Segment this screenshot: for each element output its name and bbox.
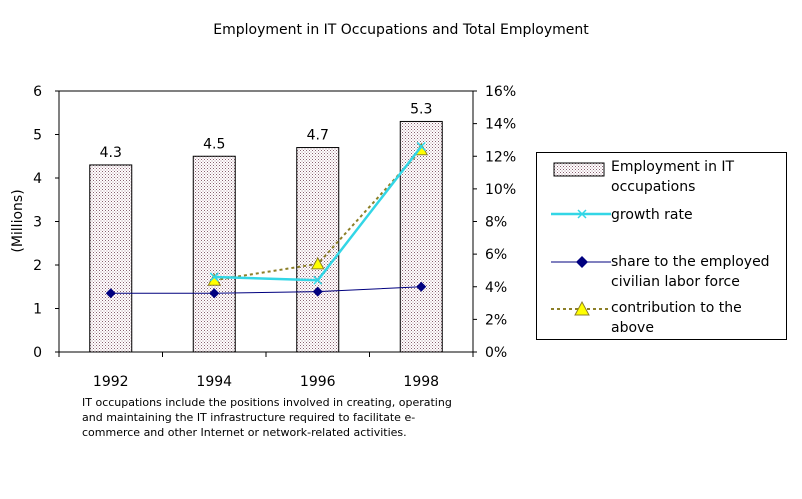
growth-rate-series-point	[313, 275, 323, 285]
growth-rate-series-point	[209, 272, 219, 282]
legend-label-contribution: contribution to the above	[611, 300, 742, 336]
y-axis-label: (Millions)	[10, 189, 26, 252]
share-series-line	[110, 286, 422, 294]
share-series-point	[312, 286, 323, 297]
y2-tick-label: 10%	[485, 182, 516, 198]
x-tick-label: 1996	[300, 374, 336, 390]
bar	[192, 155, 236, 353]
y2-tick-label: 14%	[485, 117, 516, 133]
growth-rate-series-point	[416, 141, 426, 151]
y2-tick-label: 4%	[485, 280, 507, 296]
legend-label-growth-rate: growth rate	[611, 207, 693, 223]
y-tick-label: 3	[33, 215, 42, 231]
y-tick-label: 4	[33, 171, 42, 187]
legend-label-employment: Employment in IT occupations	[611, 159, 735, 195]
y-tick-label: 1	[33, 302, 42, 318]
legend-line-contribution	[551, 300, 611, 316]
y2-tick-label: 8%	[485, 215, 507, 231]
bar-value-label: 5.3	[410, 101, 432, 117]
share-series-point	[105, 288, 116, 299]
legend: Employment in IT occupations growth rate…	[536, 152, 787, 340]
y2-tick-label: 2%	[485, 312, 507, 328]
bar-value-label: 4.5	[203, 136, 225, 152]
bar-value-label: 4.3	[100, 145, 122, 161]
x-tick-label: 1994	[196, 374, 232, 390]
y-tick-label: 5	[33, 128, 42, 144]
bar	[399, 120, 443, 353]
bar	[89, 164, 133, 353]
y-tick-label: 0	[33, 345, 42, 361]
bar	[296, 147, 340, 353]
share-series-point	[416, 281, 427, 292]
x-tick-label: 1992	[93, 374, 129, 390]
x-tick-label: 1998	[403, 374, 439, 390]
y2-tick-label: 0%	[485, 345, 507, 361]
legend-bar-swatch	[553, 162, 605, 177]
legend-line-growth-rate	[551, 209, 611, 219]
share-series-point	[209, 288, 220, 299]
y-tick-label: 6	[33, 84, 42, 100]
y2-tick-label: 16%	[485, 84, 516, 100]
y2-tick-label: 12%	[485, 149, 516, 165]
legend-line-share	[551, 256, 611, 268]
bar-value-label: 4.7	[307, 128, 329, 144]
y2-tick-label: 6%	[485, 247, 507, 263]
footnote: IT occupations include the positions inv…	[82, 396, 452, 439]
legend-label-share: share to the employed civilian labor for…	[611, 254, 770, 290]
y-tick-label: 2	[33, 258, 42, 274]
chart-title: Employment in IT Occupations and Total E…	[213, 22, 589, 38]
contribution-series-point	[310, 256, 325, 270]
